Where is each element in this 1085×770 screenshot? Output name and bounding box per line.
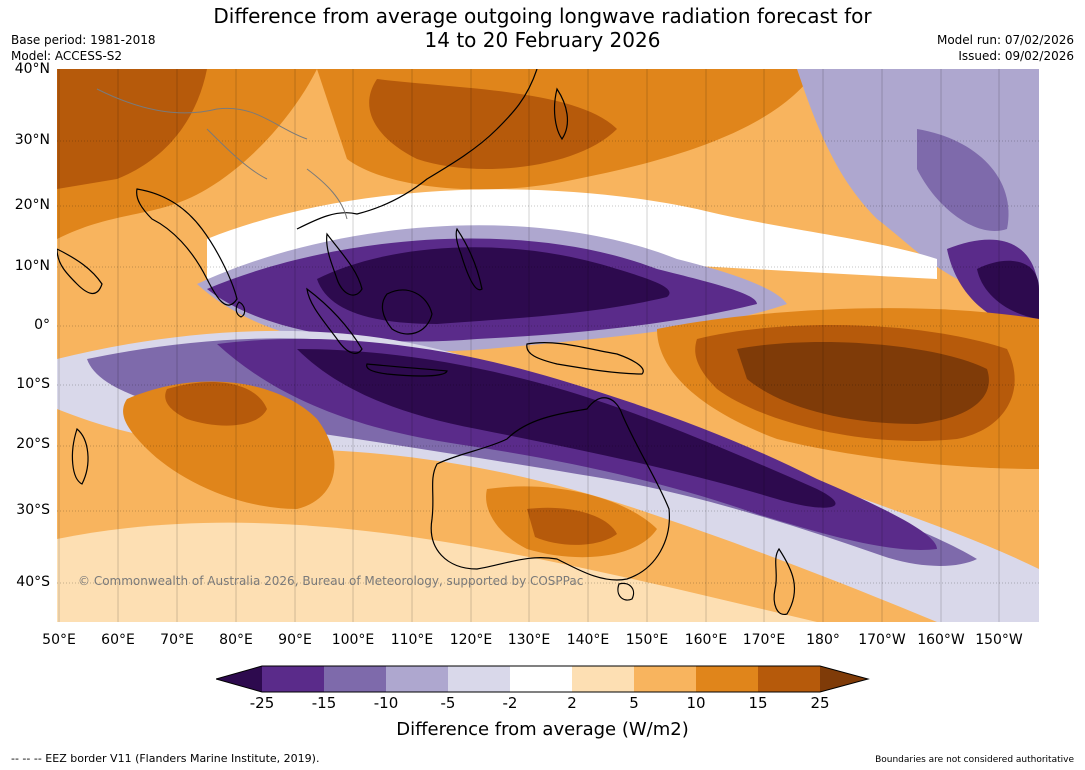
anomaly-region: [297, 349, 836, 508]
lon-label-180: 180°: [806, 632, 840, 648]
colorbar-min-arrow: [216, 666, 262, 692]
colorbar-tick: -5: [440, 694, 456, 712]
borneo-coastline: [381, 289, 433, 335]
colorbar-outline: [216, 665, 870, 693]
east-asia-coastline: [296, 69, 538, 230]
lat-label-equator: 0°: [34, 317, 50, 333]
lon-label-170e: 170°E: [742, 632, 786, 648]
lat-label-10n: 10°N: [14, 258, 50, 274]
colorbar: [216, 665, 870, 693]
boundaries-disclaimer: Boundaries are not considered authoritat…: [875, 755, 1074, 765]
model-run-text: Model run: 07/02/2026: [936, 33, 1074, 47]
lon-label-160e: 160°E: [684, 632, 728, 648]
metadata-right: Model run: 07/02/2026 Issued: 09/02/2026: [937, 32, 1074, 64]
colorbar-tick: 2: [567, 694, 577, 712]
lon-label-150e: 150°E: [625, 632, 669, 648]
lon-label-50e: 50°E: [42, 632, 76, 648]
australia-coastline: [430, 397, 670, 581]
lat-label-10s: 10°S: [16, 376, 50, 392]
anomaly-region: [317, 247, 670, 324]
map-title-line2: 14 to 20 February 2026: [424, 28, 661, 52]
anomaly-region: [737, 341, 989, 424]
lat-label-20s: 20°S: [16, 436, 50, 452]
lat-label-40n: 40°N: [14, 61, 50, 77]
colorbar-swatch: [696, 666, 758, 692]
madagascar-coastline: [71, 427, 89, 485]
colorbar-tick: -2: [502, 694, 518, 712]
new-zealand-coastline: [773, 547, 796, 615]
colorbar-tick: 15: [748, 694, 768, 712]
sri-lanka-coastline: [235, 301, 246, 318]
anomaly-map: [57, 69, 1039, 622]
lon-label-70e: 70°E: [160, 632, 194, 648]
lon-label-60e: 60°E: [101, 632, 135, 648]
lat-label-20n: 20°N: [14, 197, 50, 213]
metadata-left: Base period: 1981-2018 Model: ACCESS-S2: [11, 32, 156, 64]
anomaly-region: [527, 507, 617, 545]
issued-text: Issued: 09/02/2026: [958, 49, 1074, 63]
colorbar-tick: 25: [810, 694, 830, 712]
base-period-text: Base period: 1981-2018: [11, 33, 156, 47]
anomaly-region: [977, 260, 1039, 319]
new-guinea-coastline: [526, 342, 644, 375]
philippines-coastline: [455, 227, 483, 291]
lon-label-100e: 100°E: [331, 632, 375, 648]
lon-label-110e: 110°E: [390, 632, 434, 648]
colorbar-swatch: [262, 666, 324, 692]
colorbar-tick: 5: [629, 694, 639, 712]
colorbar-swatch: [448, 666, 510, 692]
anomaly-region: [123, 381, 335, 509]
java-coastline: [366, 363, 448, 377]
sumatra-coastline: [306, 287, 363, 354]
anomaly-region: [917, 129, 1009, 231]
coastline: [57, 69, 796, 615]
colorbar-tick: 10: [686, 694, 706, 712]
colorbar-swatch: [324, 666, 386, 692]
anomaly-map-svg: [57, 69, 1039, 622]
lat-label-30n: 30°N: [14, 132, 50, 148]
copyright-notice: © Commonwealth of Australia 2026, Bureau…: [78, 574, 584, 588]
colorbar-max-arrow: [820, 666, 868, 692]
indochina-coastline: [326, 232, 363, 296]
lon-label-170w: 170°W: [858, 632, 906, 648]
colorbar-swatch: [634, 666, 696, 692]
colorbar-tick: -15: [311, 694, 337, 712]
anomaly-region: [57, 522, 817, 622]
colorbar-tick: -10: [373, 694, 399, 712]
lon-label-150w: 150°W: [975, 632, 1023, 648]
lon-label-140e: 140°E: [566, 632, 610, 648]
colorbar-swatch: [758, 666, 820, 692]
lon-label-130e: 130°E: [507, 632, 551, 648]
colorbar-swatch: [572, 666, 634, 692]
japan-coastline: [553, 87, 569, 141]
colorbar-swatch: [386, 666, 448, 692]
colorbar-swatch: [510, 666, 572, 692]
country-borders: [96, 88, 348, 220]
india-coastline: [136, 188, 238, 306]
lon-label-160w: 160°W: [917, 632, 965, 648]
lon-label-90e: 90°E: [278, 632, 312, 648]
lat-label-30s: 30°S: [16, 502, 50, 518]
tasmania-coastline: [617, 582, 635, 601]
colorbar-title: Difference from average (W/m2): [396, 719, 689, 740]
anomaly-region: [165, 381, 267, 426]
model-text: Model: ACCESS-S2: [11, 49, 123, 63]
lon-label-120e: 120°E: [449, 632, 493, 648]
eez-border-note: -- -- -- EEZ border V11 (Flanders Marine…: [11, 752, 320, 765]
anomaly-region: [57, 69, 207, 189]
arabia-coastline: [57, 248, 103, 294]
map-title-line1: Difference from average outgoing longwav…: [213, 4, 872, 28]
lon-label-80e: 80°E: [219, 632, 253, 648]
colorbar-tick: -25: [249, 694, 275, 712]
lat-label-40s: 40°S: [16, 574, 50, 590]
